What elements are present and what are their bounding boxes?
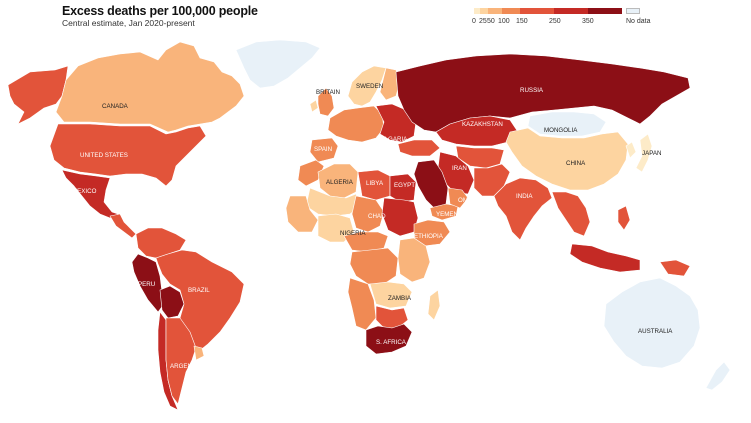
region-china	[505, 127, 629, 191]
label-kazakhstan: KAZAKHSTAN	[462, 121, 503, 128]
legend-tick-100: 100	[498, 18, 510, 25]
region-australia	[603, 277, 701, 369]
region-mongolia	[527, 111, 607, 137]
region-drc	[349, 247, 399, 285]
legend-tick-150: 150	[516, 18, 528, 25]
region-morocco	[297, 159, 325, 187]
legend-swatch-0	[474, 8, 480, 14]
label-spain: SPAIN	[314, 146, 332, 153]
label-iran: IRAN	[452, 165, 467, 172]
label-s-africa: S. AFRICA	[376, 339, 407, 346]
region-east-africa	[397, 237, 431, 283]
region-spain	[309, 137, 339, 163]
region-finland	[379, 67, 401, 101]
region-greenland	[235, 39, 321, 89]
region-korea	[625, 141, 637, 159]
region-indonesia	[569, 243, 641, 273]
region-alaska	[7, 65, 69, 125]
label-ethiopia: ETHIOPIA	[414, 233, 444, 240]
label-mexico: MEXICO	[72, 188, 97, 195]
legend-swatch-5	[554, 8, 588, 14]
label-egypt: EGYPT	[394, 182, 415, 189]
region-uruguay	[193, 345, 205, 361]
label-china: CHINA	[566, 160, 586, 167]
region-philippines	[617, 205, 631, 231]
label-peru: PERU	[138, 281, 155, 288]
region-central-america	[109, 213, 137, 239]
label-sweden: SWEDEN	[356, 83, 383, 90]
region-png	[659, 259, 691, 277]
region-west-europe	[327, 105, 385, 143]
region-japan	[635, 133, 653, 173]
label-chad: CHAD	[368, 213, 386, 220]
region-new-zealand	[705, 361, 731, 391]
region-britain	[317, 87, 335, 117]
label-india: INDIA	[516, 193, 533, 200]
legend-tick-350: 350	[582, 18, 594, 25]
legend-tick-250: 250	[549, 18, 561, 25]
region-ireland	[309, 99, 319, 113]
legend-tick-50: 50	[487, 18, 495, 25]
region-s-africa	[365, 323, 413, 355]
region-algeria	[317, 163, 359, 199]
legend-tick-0: 0	[472, 18, 476, 25]
label-yemen: YEMEN	[436, 211, 458, 218]
legend-swatch-4	[520, 8, 554, 14]
chart-subtitle: Central estimate, Jan 2020-present	[62, 18, 195, 28]
no-data-swatch	[626, 8, 640, 14]
region-colombia-venezuela	[135, 227, 187, 259]
legend-swatch-3	[502, 8, 520, 14]
label-bulgaria: BULGARIA	[376, 136, 408, 143]
region-bolivia	[159, 285, 185, 319]
label-australia: AUSTRALIA	[638, 328, 673, 335]
region-oman	[447, 187, 469, 209]
region-west-africa	[285, 195, 319, 233]
region-yemen	[429, 203, 459, 221]
country-labels: CANADA UNITED STATES MEXICO PERU BRAZIL …	[72, 83, 673, 370]
region-turkey	[397, 139, 441, 157]
chart-title: Excess deaths per 100,000 people	[62, 4, 258, 18]
label-libya: LIBYA	[366, 180, 384, 187]
label-mongolia: MONGOLIA	[544, 127, 578, 134]
legend-swatch-2	[488, 8, 502, 14]
no-data-label: No data	[626, 18, 651, 25]
label-brazil: BRAZIL	[188, 287, 210, 294]
label-britain: BRITAIN	[316, 89, 340, 96]
label-zambia: ZAMBIA	[388, 295, 412, 302]
label-japan: JAPAN	[642, 150, 661, 157]
region-united-states	[49, 123, 207, 187]
label-russia: RUSSIA	[520, 87, 544, 94]
region-se-asia	[551, 191, 591, 237]
label-united-states: UNITED STATES	[80, 152, 128, 159]
region-scandinavia	[347, 65, 387, 107]
region-botswana	[375, 305, 409, 329]
region-madagascar	[427, 289, 441, 321]
label-algeria: ALGERIA	[326, 179, 354, 186]
label-nigeria: NIGERIA	[340, 230, 366, 237]
region-mexico	[61, 169, 119, 219]
region-sudan	[381, 197, 419, 237]
region-brazil	[155, 249, 245, 353]
label-argentina: ARGENTINA	[170, 363, 207, 370]
legend-swatch-1	[480, 8, 488, 14]
legend-swatch-6	[588, 8, 622, 14]
region-peru	[131, 253, 165, 313]
label-oman: OMAN	[458, 197, 477, 204]
label-canada: CANADA	[102, 103, 129, 110]
region-canada	[55, 41, 245, 133]
region-india	[493, 177, 553, 241]
region-zambia	[369, 281, 413, 309]
color-legend: 0 25 50 100 150 250 350 No data	[472, 8, 664, 32]
region-argentina	[165, 317, 197, 405]
region-chad	[351, 195, 385, 233]
region-central-africa	[343, 231, 389, 253]
region-egypt	[389, 173, 417, 203]
legend-tick-25: 25	[479, 18, 487, 25]
